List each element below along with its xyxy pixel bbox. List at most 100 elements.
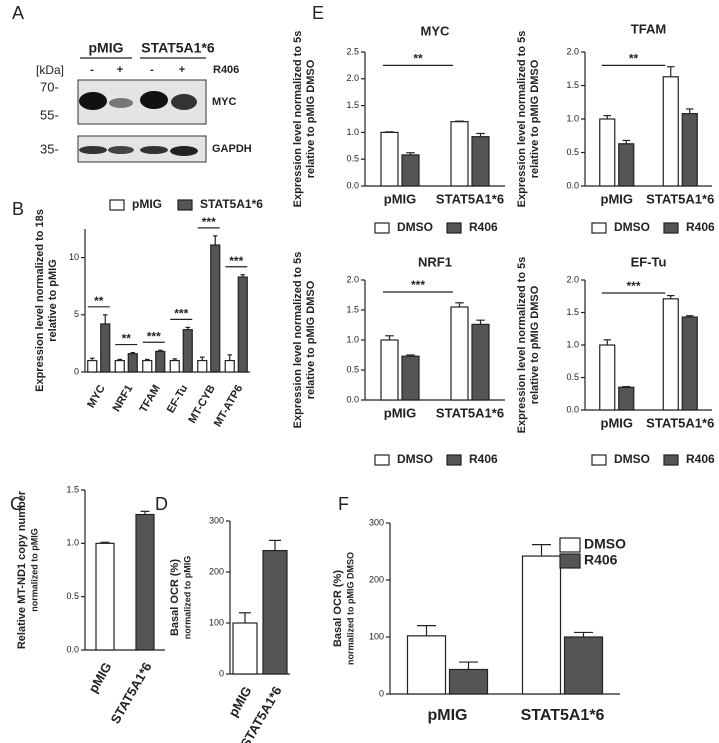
blot-band — [108, 146, 134, 154]
x-tick-label: pMIG — [225, 684, 254, 720]
y-tick-label: 0.5 — [66, 591, 79, 601]
y-axis-label: relative to pMIG DMSO — [305, 280, 317, 399]
x-tick-label: MYC — [85, 383, 108, 410]
bar — [142, 359, 153, 373]
bar — [135, 513, 155, 651]
y-axis-label: Expression level normalized to 18s — [34, 209, 46, 392]
legend-label: R406 — [469, 220, 498, 234]
blot-band — [109, 98, 133, 108]
blot-group: pMIG — [89, 40, 124, 56]
x-tick-label: pMIG — [601, 191, 634, 206]
blot-band — [170, 146, 198, 156]
y-axis-label: relative to pMIG DMSO — [529, 59, 541, 178]
x-tick-label: pMIG — [384, 405, 417, 420]
bar — [450, 121, 469, 187]
panel-label: C — [10, 494, 23, 514]
x-tick-label: pMIG — [601, 415, 634, 430]
bar — [450, 306, 469, 401]
bar — [100, 323, 111, 373]
y-tick-label: 0 — [379, 688, 384, 698]
legend-swatch — [591, 454, 607, 466]
x-tick-label: pMIG — [85, 660, 114, 696]
significance: *** — [174, 307, 188, 321]
x-tick-label: STAT5A1*6 — [521, 707, 605, 724]
bar — [169, 359, 180, 373]
y-tick-label: 0.0 — [566, 180, 579, 190]
y-tick-label: 0.5 — [346, 364, 359, 374]
y-tick-label: 2.0 — [566, 274, 579, 284]
x-tick-label: pMIG — [428, 707, 468, 724]
bar — [662, 298, 679, 411]
significance: ** — [413, 52, 423, 66]
bar — [471, 136, 490, 187]
legend-swatch — [663, 454, 679, 466]
legend-label: DMSO — [614, 220, 650, 234]
legend-label: STAT5A1*6 — [200, 197, 263, 211]
y-tick-label: 1.0 — [346, 127, 359, 137]
bar — [380, 339, 399, 401]
bar — [237, 276, 248, 373]
chart-title: MYC — [421, 23, 451, 38]
legend-label: DMSO — [614, 452, 650, 466]
x-tick-label: pMIG — [384, 191, 417, 206]
y-tick-label: 0.0 — [566, 404, 579, 414]
y-axis-label: relative to pMIG — [47, 259, 59, 342]
y-tick-label: 0 — [219, 668, 224, 678]
blot-band — [79, 146, 107, 154]
bar — [448, 668, 489, 695]
legend-label: R406 — [686, 452, 715, 466]
significance: *** — [626, 279, 640, 293]
legend-label: R406 — [469, 452, 498, 466]
panel-label: F — [338, 494, 349, 514]
y-tick-label: 2.0 — [566, 46, 579, 56]
y-tick-label: 1.5 — [346, 304, 359, 314]
legend-label: R406 — [686, 220, 715, 234]
bar — [401, 355, 420, 401]
y-axis-label: normalized to pMIG — [182, 556, 192, 640]
legend-label: R406 — [584, 552, 618, 568]
bar — [521, 555, 562, 695]
y-tick-label: 1.5 — [346, 100, 359, 110]
bar — [95, 542, 115, 651]
significance: *** — [411, 278, 425, 292]
y-tick-label: 200 — [369, 574, 384, 584]
legend-swatch — [559, 537, 581, 553]
y-axis-label: relative to pMIG DMSO — [305, 59, 317, 178]
legend-swatch — [446, 454, 462, 466]
bar — [563, 636, 604, 695]
panel-label: B — [12, 199, 24, 219]
y-axis-label: Relative MT-ND1 copy number — [16, 490, 28, 649]
y-axis-label: Expression level normalized to 5s — [516, 257, 528, 434]
protein-label: MYC — [212, 96, 237, 108]
bar — [127, 353, 138, 373]
bar — [262, 549, 288, 675]
lane-label: - — [150, 64, 154, 76]
legend-label: DMSO — [397, 220, 433, 234]
legend-swatch — [177, 199, 193, 211]
bar — [471, 323, 490, 401]
y-axis-label: normalized to pMIG — [29, 528, 39, 612]
bar — [662, 76, 679, 187]
y-tick-label: 0 — [74, 366, 79, 376]
bar — [599, 344, 616, 411]
y-axis-label: Expression level normalized to 5s — [292, 252, 304, 429]
x-tick-label: STAT5A1*6 — [646, 415, 714, 430]
x-tick-label: NRF1 — [111, 383, 136, 414]
significance: ** — [94, 294, 104, 308]
bar — [114, 359, 125, 373]
legend-label: DMSO — [397, 452, 433, 466]
legend-swatch — [446, 222, 462, 234]
chart-title: EF-Tu — [631, 254, 667, 269]
blot-band — [171, 94, 197, 110]
y-tick-label: 300 — [369, 517, 384, 527]
y-axis-label: normalized to pMIG DMSO — [345, 552, 355, 665]
x-tick-label: STAT5A1*6 — [108, 660, 155, 727]
legend-swatch — [591, 222, 607, 234]
y-tick-label: 0.5 — [566, 147, 579, 157]
bar — [197, 359, 208, 373]
y-tick-label: 2.0 — [346, 73, 359, 83]
legend-swatch — [374, 222, 390, 234]
marker-label: 70- — [40, 79, 59, 94]
bar — [681, 316, 698, 411]
